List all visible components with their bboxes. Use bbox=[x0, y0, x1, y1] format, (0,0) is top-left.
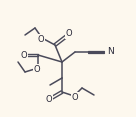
Text: O: O bbox=[66, 29, 72, 38]
Text: O: O bbox=[46, 95, 52, 104]
Text: N: N bbox=[107, 48, 113, 57]
Text: O: O bbox=[72, 93, 78, 102]
Text: O: O bbox=[34, 64, 40, 73]
Text: O: O bbox=[21, 51, 27, 60]
Text: O: O bbox=[38, 35, 44, 44]
